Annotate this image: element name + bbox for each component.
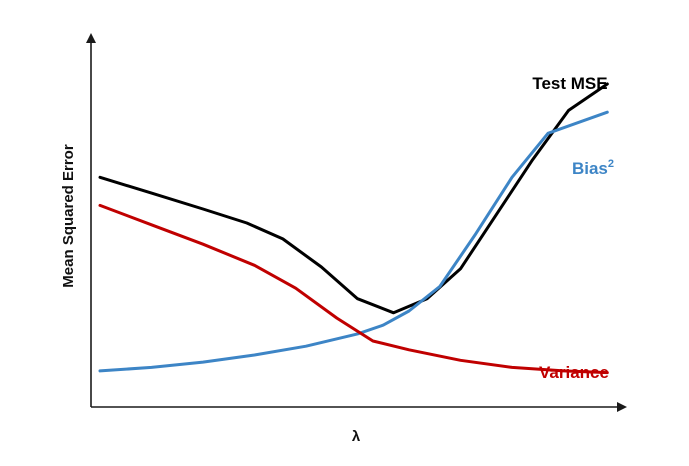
series-label-text: Test MSE xyxy=(532,74,607,93)
series-line-variance xyxy=(98,203,609,375)
series-label-text: Bias xyxy=(572,159,608,178)
series-label-text: Variance xyxy=(539,363,609,382)
series-label-bias-squared: Bias2 xyxy=(572,158,614,178)
series-label-test-mse: Test MSE xyxy=(532,74,607,93)
series-label-variance: Variance xyxy=(539,363,609,382)
y-axis-title: Mean Squared Error xyxy=(60,144,77,288)
series-line-test-mse xyxy=(98,82,609,315)
series-line-bias-squared xyxy=(98,110,609,373)
x-axis-title: λ xyxy=(352,428,361,445)
series-label-superscript: 2 xyxy=(608,158,614,170)
